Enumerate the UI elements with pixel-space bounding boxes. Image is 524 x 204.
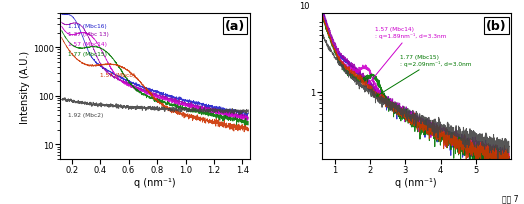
X-axis label: q (nm⁻¹): q (nm⁻¹): [134, 177, 176, 187]
Text: 1.57 (Mbc14): 1.57 (Mbc14): [68, 42, 107, 47]
Text: 10: 10: [299, 2, 309, 11]
Text: 1.92 (Mbc2): 1.92 (Mbc2): [68, 112, 103, 117]
Text: 1.57 (Mbc14)
: q=1.89nm⁻¹, d=3.3nm: 1.57 (Mbc14) : q=1.89nm⁻¹, d=3.3nm: [369, 27, 447, 84]
Text: 1.17 (Mbc16): 1.17 (Mbc16): [68, 24, 107, 29]
Y-axis label: Intensity (A.U.): Intensity (A.U.): [20, 50, 30, 123]
Text: 그림 7: 그림 7: [503, 193, 519, 202]
Text: 1.37 (Mbc 13): 1.37 (Mbc 13): [68, 32, 109, 37]
Text: (a): (a): [225, 20, 245, 33]
Text: 1.57 (Mbc8): 1.57 (Mbc8): [100, 72, 136, 77]
Text: 1.77 (Mbc15): 1.77 (Mbc15): [68, 52, 107, 57]
X-axis label: q (nm⁻¹): q (nm⁻¹): [396, 177, 437, 187]
Text: 1.77 (Mbc15)
: q=2.09nm⁻¹, d=3.0nm: 1.77 (Mbc15) : q=2.09nm⁻¹, d=3.0nm: [377, 54, 472, 97]
Text: (b): (b): [486, 20, 507, 33]
